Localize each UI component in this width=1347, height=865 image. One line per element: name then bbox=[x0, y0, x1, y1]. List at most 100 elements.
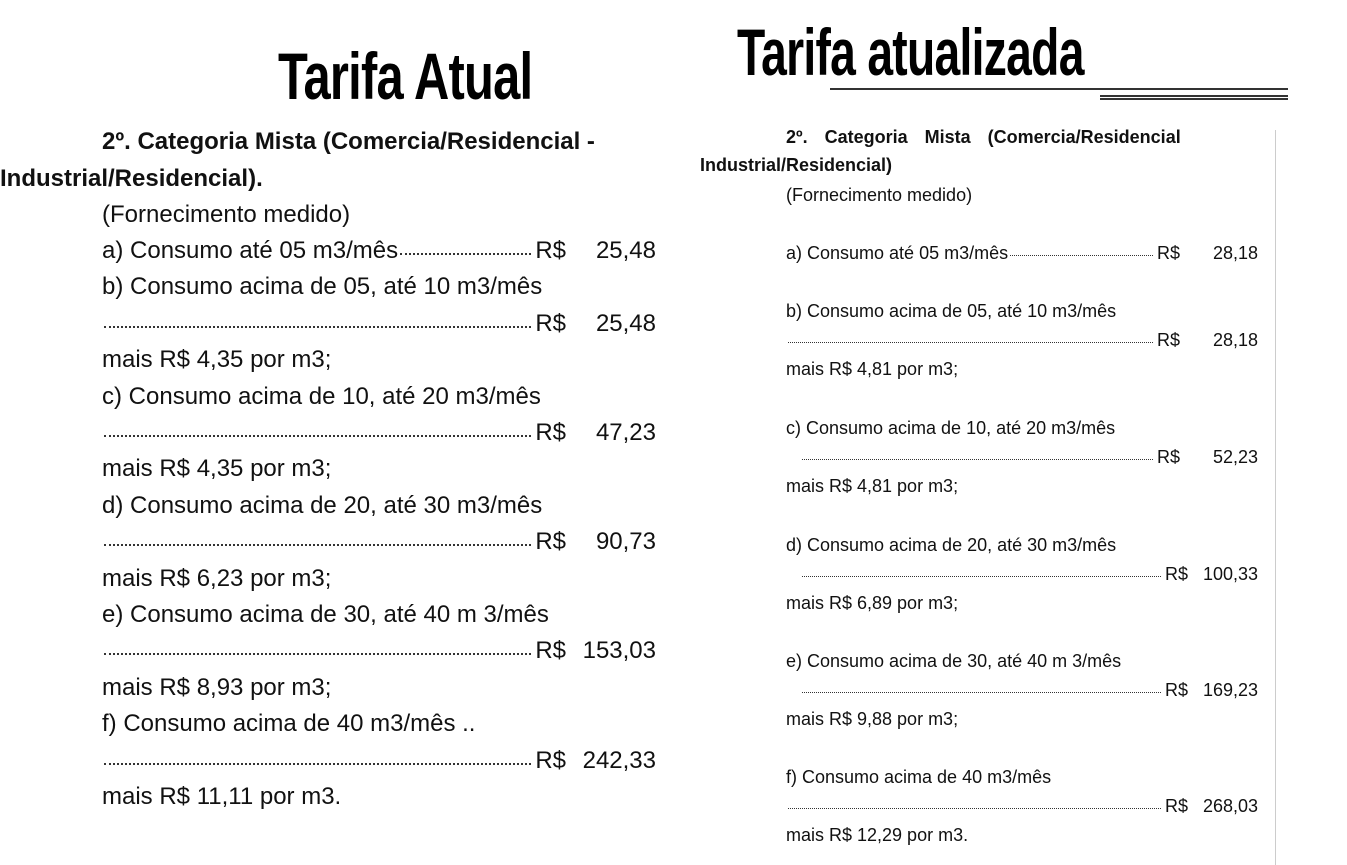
item-amount: 28,18 bbox=[1212, 330, 1258, 350]
item-label: a) Consumo até 05 m3/mês bbox=[102, 237, 399, 264]
heading-line-2: Industrial/Residencial) bbox=[700, 155, 893, 175]
item-label: f) Consumo acima de 40 m3/mês .. bbox=[102, 710, 476, 738]
tariff-item: f) Consumo acima de 40 m3/mês bbox=[786, 767, 1051, 788]
tariff-amount-row: R$ 25,48 bbox=[102, 310, 656, 338]
page-edge bbox=[1275, 130, 1276, 865]
item-amount: 268,03 bbox=[1202, 796, 1258, 816]
tariff-item: b) Consumo acima de 05, até 10 m3/mês bbox=[786, 301, 1116, 322]
dot-leader bbox=[104, 653, 532, 656]
item-amount: 28,18 bbox=[1212, 243, 1258, 263]
item-label: e) Consumo acima de 30, até 40 m 3/mês bbox=[786, 651, 1122, 671]
section-heading: 2º. Categoria Mista (Comercia/Residencia… bbox=[786, 127, 1260, 148]
item-label: c) Consumo acima de 10, até 20 m3/mês bbox=[786, 418, 1116, 438]
item-amount: 25,48 bbox=[595, 309, 656, 337]
dot-leader bbox=[802, 576, 1161, 577]
tariff-amount-row: R$ 169,23 bbox=[800, 680, 1258, 701]
currency: R$ bbox=[1164, 680, 1188, 700]
item-amount: 90,73 bbox=[595, 528, 656, 556]
tariff-item: c) Consumo acima de 10, até 20 m3/mês bbox=[786, 418, 1115, 439]
currency: R$ bbox=[535, 528, 566, 556]
currency: R$ bbox=[1164, 564, 1188, 584]
item-amount: 242,33 bbox=[582, 746, 656, 774]
tariff-amount-row: R$ 47,23 bbox=[102, 419, 656, 447]
currency: R$ bbox=[535, 419, 566, 446]
tariff-extra: mais R$ 4,35 por m3; bbox=[102, 455, 331, 483]
tariff-item: c) Consumo acima de 10, até 20 m3/mês bbox=[102, 383, 541, 411]
tariff-amount-row: R$ 100,33 bbox=[800, 564, 1258, 585]
item-extra: mais R$ 4,81 por m3; bbox=[786, 476, 959, 496]
item-extra: mais R$ 4,35 por m3; bbox=[102, 346, 332, 374]
dot-leader bbox=[104, 325, 532, 328]
tariff-item: e) Consumo acima de 30, até 40 m 3/mês bbox=[102, 601, 549, 629]
section-heading: Industrial/Residencial) bbox=[700, 155, 892, 176]
item-extra: mais R$ 6,89 por m3; bbox=[786, 593, 959, 613]
tariff-amount-row: R$ 153,03 bbox=[102, 637, 656, 665]
item-label: b) Consumo acima de 05, até 10 m3/mês bbox=[786, 301, 1117, 321]
currency: R$ bbox=[535, 237, 566, 264]
item-amount: 47,23 bbox=[595, 419, 656, 446]
tariff-extra: mais R$ 11,11 por m3. bbox=[102, 783, 341, 811]
item-extra: mais R$ 4,35 por m3; bbox=[102, 455, 332, 483]
section-heading: 2º. Categoria Mista (Comercia/Residencia… bbox=[102, 128, 595, 156]
tariff-amount-row: R$ 268,03 bbox=[786, 796, 1258, 817]
tariff-item: e) Consumo acima de 30, até 40 m 3/mês bbox=[786, 651, 1121, 672]
tariff-extra: mais R$ 12,29 por m3. bbox=[786, 825, 968, 846]
currency: R$ bbox=[1156, 447, 1180, 467]
divider bbox=[1100, 98, 1288, 100]
currency: R$ bbox=[535, 309, 566, 337]
tariff-item: a) Consumo até 05 m3/mês R$ 25,48 bbox=[102, 237, 656, 265]
title-tarifa-atualizada: Tarifa atualizada bbox=[737, 15, 1084, 89]
tariff-amount-row: R$ 242,33 bbox=[102, 747, 656, 775]
dot-leader bbox=[788, 342, 1153, 343]
dot-leader bbox=[104, 435, 532, 437]
divider bbox=[1100, 95, 1288, 97]
section-heading: Industrial/Residencial). bbox=[0, 165, 263, 193]
subheading: (Fornecimento medido) bbox=[786, 185, 972, 206]
dot-leader bbox=[802, 459, 1153, 460]
tariff-item: b) Consumo acima de 05, até 10 m3/mês bbox=[102, 273, 542, 301]
currency: R$ bbox=[535, 746, 566, 774]
heading-line-2: Industrial/Residencial). bbox=[0, 165, 263, 192]
item-label: e) Consumo acima de 30, até 40 m 3/mês bbox=[102, 601, 549, 628]
subheading: (Fornecimento medido) bbox=[102, 201, 350, 229]
item-extra: mais R$ 11,11 por m3. bbox=[102, 783, 342, 810]
tariff-amount-row: R$ 52,23 bbox=[800, 447, 1258, 468]
divider bbox=[830, 88, 1288, 90]
tariff-extra: mais R$ 4,35 por m3; bbox=[102, 346, 331, 374]
dot-leader bbox=[104, 762, 532, 765]
tariff-item: f) Consumo acima de 40 m3/mês .. bbox=[102, 710, 475, 738]
tariff-item: d) Consumo acima de 20, até 30 m3/mês bbox=[102, 492, 542, 520]
item-amount: 169,23 bbox=[1202, 680, 1258, 700]
item-extra: mais R$ 8,93 por m3; bbox=[102, 673, 332, 701]
currency: R$ bbox=[535, 637, 566, 665]
item-label: d) Consumo acima de 20, até 30 m3/mês bbox=[786, 535, 1117, 555]
dot-leader bbox=[104, 544, 532, 547]
item-extra: mais R$ 6,23 por m3; bbox=[102, 564, 332, 592]
dot-leader bbox=[400, 253, 532, 255]
dot-leader bbox=[1010, 255, 1153, 256]
tariff-extra: mais R$ 9,88 por m3; bbox=[786, 709, 958, 730]
item-label: d) Consumo acima de 20, até 30 m3/mês bbox=[102, 491, 543, 519]
currency: R$ bbox=[1156, 330, 1180, 350]
tariff-extra: mais R$ 4,81 por m3; bbox=[786, 476, 958, 497]
item-extra: mais R$ 12,29 por m3. bbox=[786, 825, 969, 845]
item-amount: 100,33 bbox=[1202, 564, 1258, 584]
item-label: b) Consumo acima de 05, até 10 m3/mês bbox=[102, 273, 543, 301]
tariff-item: a) Consumo até 05 m3/mês R$ 28,18 bbox=[786, 243, 1258, 264]
dot-leader bbox=[802, 692, 1161, 693]
item-extra: mais R$ 4,81 por m3; bbox=[786, 359, 959, 379]
item-label: f) Consumo acima de 40 m3/mês bbox=[786, 767, 1052, 787]
subheading-text: (Fornecimento medido) bbox=[786, 185, 973, 205]
currency: R$ bbox=[1156, 243, 1180, 263]
heading-line-1: 2º. Categoria Mista (Comercia/Residencia… bbox=[102, 128, 595, 155]
item-label: c) Consumo acima de 10, até 20 m3/mês bbox=[102, 382, 541, 410]
tariff-extra: mais R$ 6,89 por m3; bbox=[786, 593, 958, 614]
currency: R$ bbox=[1164, 796, 1188, 816]
item-amount: 52,23 bbox=[1212, 447, 1258, 467]
tariff-amount-row: R$ 90,73 bbox=[102, 528, 656, 556]
title-tarifa-atual: Tarifa Atual bbox=[278, 39, 533, 113]
subheading-text: (Fornecimento medido) bbox=[102, 201, 351, 228]
heading-line-1: 2º. Categoria Mista (Comercia/Residencia… bbox=[786, 127, 1181, 147]
item-amount: 153,03 bbox=[582, 637, 656, 665]
tariff-amount-row: R$ 28,18 bbox=[786, 330, 1258, 351]
